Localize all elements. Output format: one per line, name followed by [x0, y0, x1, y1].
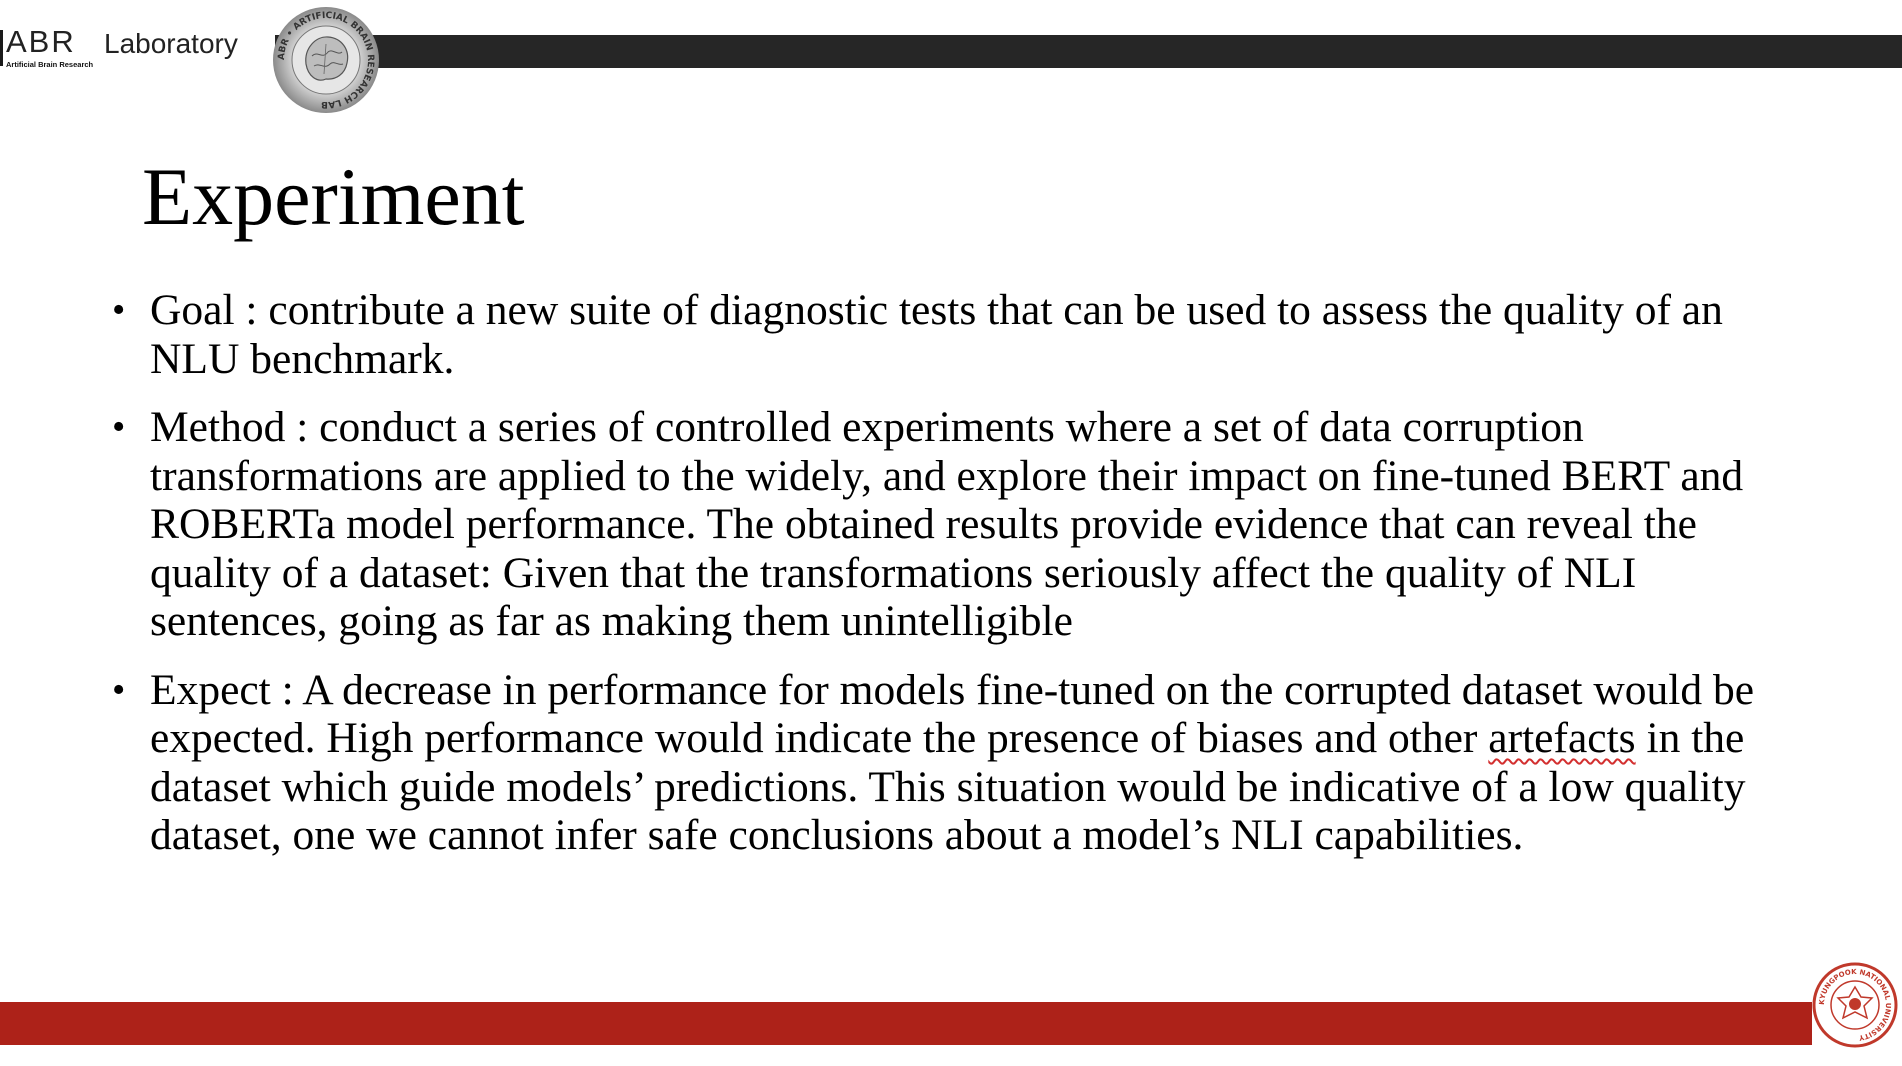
logo-abr-text: ABR: [6, 24, 76, 59]
bullet-method-text: Method : conduct a series of controlled …: [150, 403, 1744, 645]
slide-title: Experiment: [142, 151, 525, 242]
bullet-expect: • Expect : A decrease in performance for…: [112, 666, 1772, 860]
logo-subtitle: Artificial Brain Research: [6, 60, 94, 69]
bullet-dot-icon: •: [112, 668, 126, 711]
footer-red-bar: [0, 1002, 1812, 1045]
abr-brain-seal-icon: ABR • ARTIFICIAL BRAIN RESEARCH LAB: [273, 7, 379, 113]
bullet-goal: • Goal : contribute a new suite of diagn…: [112, 286, 1772, 383]
bullet-expect-text-after: in the dataset which guide models’ predi…: [150, 714, 1746, 859]
university-seal-icon: KYUNGPOOK NATIONAL UNIVERSITY: [1812, 962, 1898, 1048]
bullet-dot-icon: •: [112, 289, 126, 331]
bullet-goal-text: Goal : contribute a new suite of diagnos…: [150, 286, 1723, 383]
bullet-dot-icon: •: [112, 406, 126, 448]
logo-laboratory-text: Laboratory: [104, 28, 238, 59]
logo-bar: [0, 30, 3, 66]
bullet-method: • Method : conduct a series of controlle…: [112, 403, 1772, 646]
bullet-expect-text-before: Expect : A decrease in performance for m…: [150, 665, 1755, 763]
bullet-list: • Goal : contribute a new suite of diagn…: [112, 286, 1772, 880]
spellcheck-flagged-word[interactable]: artefacts: [1488, 714, 1636, 762]
abr-lab-logo: ABR Laboratory Artificial Brain Research: [0, 22, 275, 74]
